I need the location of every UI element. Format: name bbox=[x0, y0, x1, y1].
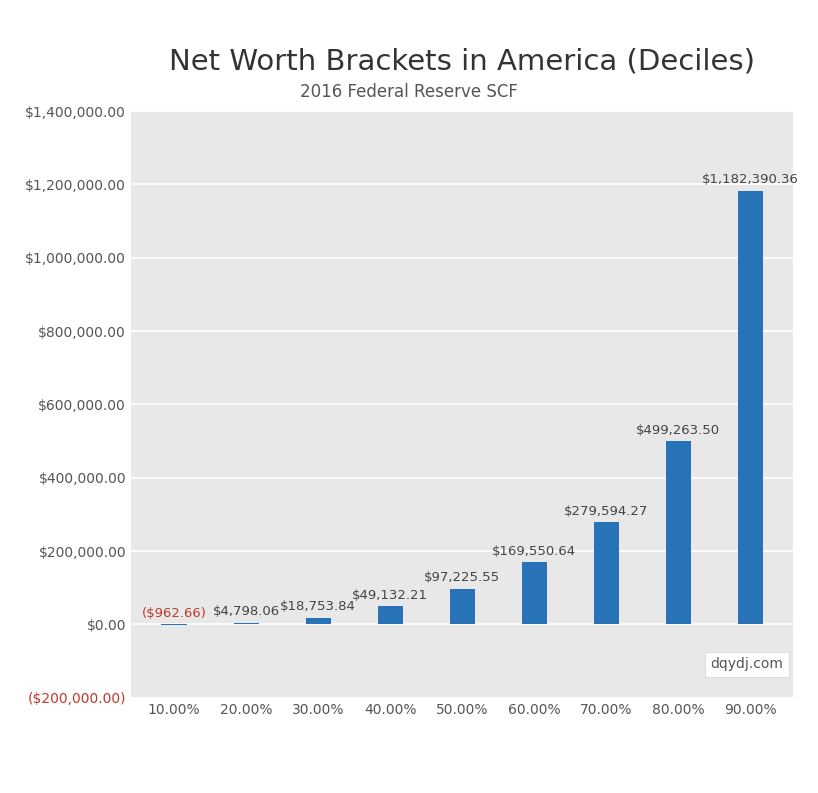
Text: dqydj.com: dqydj.com bbox=[711, 657, 784, 672]
Bar bbox=[522, 562, 546, 625]
Text: $1,182,390.36: $1,182,390.36 bbox=[702, 174, 798, 186]
Bar bbox=[378, 607, 402, 625]
Text: $49,132.21: $49,132.21 bbox=[353, 589, 428, 602]
Text: $4,798.06: $4,798.06 bbox=[213, 605, 280, 619]
Bar bbox=[738, 191, 763, 625]
Bar bbox=[666, 442, 691, 625]
Bar bbox=[450, 589, 474, 625]
Text: $499,263.50: $499,263.50 bbox=[636, 424, 721, 437]
Bar bbox=[306, 618, 330, 625]
Bar bbox=[233, 623, 258, 625]
Title: Net Worth Brackets in America (Deciles): Net Worth Brackets in America (Deciles) bbox=[169, 48, 755, 75]
Text: $279,594.27: $279,594.27 bbox=[564, 504, 649, 518]
Bar bbox=[594, 522, 618, 625]
Text: $97,225.55: $97,225.55 bbox=[424, 572, 501, 584]
Text: $169,550.64: $169,550.64 bbox=[492, 545, 576, 558]
Text: 2016 Federal Reserve SCF: 2016 Federal Reserve SCF bbox=[300, 83, 518, 102]
Text: $18,753.84: $18,753.84 bbox=[281, 600, 356, 613]
Text: ($962.66): ($962.66) bbox=[142, 607, 206, 620]
